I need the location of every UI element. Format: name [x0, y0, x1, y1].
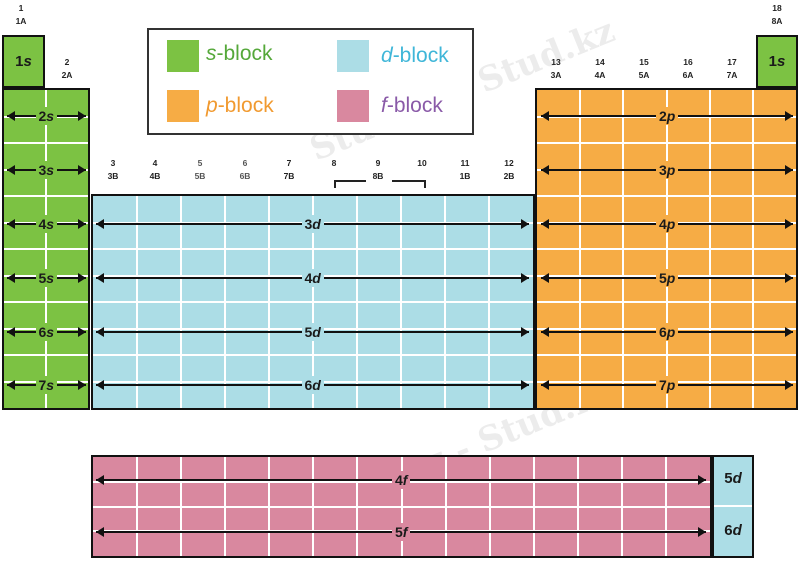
legend-label-s: s-block [206, 42, 273, 65]
p-row-4-label: 4p [656, 215, 679, 233]
legend-swatch-s [167, 40, 199, 72]
grid-line [537, 301, 796, 303]
d-row-6-label: 6d [301, 376, 324, 394]
p-row-3-label: 3p [656, 161, 679, 179]
group-label-4: 4 4B [149, 158, 161, 181]
group-label-5: 5 5B [194, 158, 206, 181]
group-label-1: 1 1A [15, 3, 27, 26]
grid-line [537, 142, 796, 144]
group-label-2: 2 2A [61, 57, 73, 80]
group-label-17: 17 7A [726, 57, 738, 80]
legend-swatch-d [337, 40, 369, 72]
s-row-3-label: 3s [35, 161, 58, 179]
f-row-5-label: 5f [392, 523, 411, 541]
side-label-5d: 5d [724, 470, 742, 487]
legend-label-p: p-block [206, 94, 274, 117]
legend-swatch-f [337, 90, 369, 122]
legend: s-block p-block d-block f-block [147, 28, 474, 135]
grid-line [4, 248, 88, 250]
p-row-2-label: 2p [656, 107, 679, 125]
grid-line [4, 301, 88, 303]
group-label-18: 18 8A [771, 3, 783, 26]
p-row-7-label: 7p [656, 376, 679, 394]
grid-line [93, 354, 533, 356]
grid-line [4, 354, 88, 356]
grid-line [537, 195, 796, 197]
legend-swatch-p [167, 90, 199, 122]
grid-line [4, 142, 88, 144]
f-row-4-label: 4f [392, 471, 411, 489]
group-label-10: 10 [417, 158, 427, 168]
group-label-6: 6 6B [239, 158, 251, 181]
group-label-7: 7 7B [283, 158, 295, 181]
grid-line [93, 248, 533, 250]
grid-line [537, 248, 796, 250]
s-row-5-label: 5s [35, 269, 58, 287]
group-label-15: 15 5A [638, 57, 650, 80]
group-label-11: 11 1B [459, 158, 471, 181]
p-block [535, 88, 798, 410]
group-label-8: 8 [331, 158, 337, 168]
group-label-13: 13 3A [550, 57, 562, 80]
p-row-5-label: 5p [656, 269, 679, 287]
side-label-6d: 6d [724, 522, 742, 539]
legend-label-f: f-block [381, 94, 443, 117]
grid-line [4, 195, 88, 197]
legend-label-d: d-block [381, 44, 449, 67]
group-label-16: 16 6A [682, 57, 694, 80]
group-8b-bracket [334, 180, 426, 188]
p-row-6-label: 6p [656, 323, 679, 341]
d-row-5-label: 5d [301, 323, 324, 341]
group-label-12: 12 2B [503, 158, 515, 181]
group-label-9: 9 8B [372, 158, 384, 181]
d-row-4-label: 4d [301, 269, 324, 287]
grid-line [537, 354, 796, 356]
s-row-6-label: 6s [35, 323, 58, 341]
group-label-3: 3 3B [107, 158, 119, 181]
group-label-14: 14 4A [594, 57, 606, 80]
grid-line [93, 505, 710, 508]
s-row-2-label: 2s [35, 107, 58, 125]
s-row-7-label: 7s [35, 376, 58, 394]
s-row-4-label: 4s [35, 215, 58, 233]
d-row-3-label: 3d [301, 215, 324, 233]
side-divider [714, 505, 752, 507]
grid-line [93, 301, 533, 303]
s-block [2, 88, 90, 410]
